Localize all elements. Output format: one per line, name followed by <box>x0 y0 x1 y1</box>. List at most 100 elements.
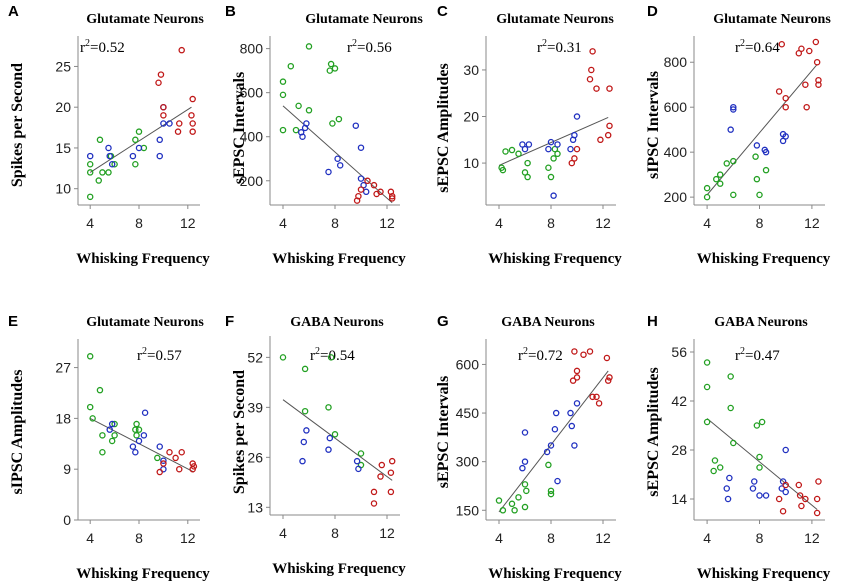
r-squared-base: r <box>347 40 352 56</box>
data-point-red <box>782 481 789 489</box>
data-point-green <box>547 487 555 495</box>
data-point-green <box>521 503 529 511</box>
panel-title: Glutamate Neurons <box>496 12 614 27</box>
r-squared-base: r <box>518 348 523 364</box>
y-tick-label: 200 <box>664 189 688 205</box>
panel-label: A <box>8 3 19 20</box>
data-point-green <box>511 507 518 514</box>
data-point-green <box>325 404 332 411</box>
x-axis-label: Whisking Frequency <box>697 251 831 267</box>
y-axis-label: Spikes per Second <box>9 63 26 187</box>
data-point-blue <box>551 426 559 433</box>
data-point-green <box>710 467 717 475</box>
data-point-red <box>573 367 581 375</box>
x-axis-label: Whisking Frequency <box>76 251 210 267</box>
data-point-green <box>716 180 724 187</box>
data-point-red <box>802 81 809 88</box>
r-squared-exponent: 2 <box>85 38 90 49</box>
data-point-red <box>796 492 804 499</box>
r-squared-exponent: 2 <box>142 346 147 357</box>
data-point-blue <box>567 145 574 153</box>
y-axis-label: sEPSC Amplitudes <box>645 367 662 496</box>
y-tick-label: 0 <box>63 512 71 528</box>
data-point-green <box>329 120 336 127</box>
data-point-blue <box>156 443 163 450</box>
data-point-blue <box>723 485 731 492</box>
data-point-green <box>133 432 140 439</box>
data-point-red <box>603 354 611 362</box>
r-squared-label: r2=0.57 <box>137 346 182 364</box>
regression-line <box>706 64 818 196</box>
data-point-blue <box>751 478 758 485</box>
panel-label: G <box>437 313 449 330</box>
data-point-blue <box>749 485 757 492</box>
y-tick-label: 9 <box>63 461 71 477</box>
r-squared-exponent: 2 <box>740 346 745 357</box>
data-point-green <box>703 193 711 201</box>
y-tick-label: 25 <box>55 58 71 74</box>
x-tick-label: 12 <box>595 215 611 231</box>
data-point-green <box>508 146 516 154</box>
data-point-blue <box>730 106 737 113</box>
x-tick-label: 12 <box>180 215 196 231</box>
data-point-red <box>588 66 595 74</box>
data-point-green <box>523 487 530 495</box>
data-point-green <box>279 91 287 99</box>
data-point-green <box>753 175 761 183</box>
data-point-blue <box>325 446 332 453</box>
data-point-green <box>753 422 761 429</box>
x-axis-label: Whisking Frequency <box>272 251 406 267</box>
regression-line <box>498 370 609 513</box>
data-point-red <box>798 502 805 510</box>
data-point-blue <box>571 442 578 449</box>
data-point-red <box>589 393 596 401</box>
data-point-red <box>178 449 185 456</box>
data-point-red <box>815 81 822 88</box>
data-point-red <box>174 128 182 135</box>
data-point-green <box>521 481 529 488</box>
data-point-green <box>524 159 531 167</box>
panel-title: GABA Neurons <box>501 315 595 330</box>
data-point-red <box>569 377 577 384</box>
x-tick-label: 8 <box>135 530 143 546</box>
data-point-green <box>756 453 763 461</box>
data-point-red <box>189 128 196 135</box>
data-point-green <box>499 507 507 514</box>
data-point-red <box>595 400 603 407</box>
data-point-green <box>105 169 112 176</box>
data-point-red <box>606 122 613 130</box>
y-tick-label: 30 <box>463 62 479 78</box>
panel-label: D <box>647 3 658 20</box>
data-point-blue <box>106 426 113 433</box>
x-axis-label: Whisking Frequency <box>697 566 831 581</box>
data-point-blue <box>525 141 533 148</box>
data-point-red <box>782 94 789 102</box>
data-point-green <box>703 359 711 366</box>
x-axis-label: Whisking Frequency <box>488 566 622 581</box>
y-tick-label: 27 <box>55 360 71 376</box>
data-point-red <box>364 177 371 185</box>
regression-line <box>89 417 195 473</box>
data-point-green <box>711 457 719 464</box>
data-point-green <box>331 65 339 72</box>
data-point-green <box>521 169 529 176</box>
data-point-green <box>132 136 139 144</box>
data-point-green <box>301 407 309 415</box>
x-tick-label: 4 <box>703 530 711 546</box>
data-point-green <box>703 418 711 426</box>
data-point-blue <box>160 120 167 127</box>
x-axis-label: Whisking Frequency <box>76 566 210 581</box>
data-point-blue <box>156 152 163 160</box>
x-tick-label: 12 <box>804 215 820 231</box>
data-point-green <box>133 420 140 428</box>
panel-b: B Glutamate Neurons 200 400 600 800 4 8 12 Whiski… <box>225 3 423 267</box>
data-point-red <box>586 76 594 83</box>
data-point-green <box>515 150 522 158</box>
data-point-blue <box>355 465 362 473</box>
data-point-red <box>573 374 581 381</box>
data-point-red <box>812 38 820 46</box>
x-tick-label: 12 <box>595 530 611 546</box>
data-point-blue <box>730 103 737 111</box>
panel-label: F <box>225 313 234 330</box>
r-squared-value: =0.52 <box>90 40 125 56</box>
